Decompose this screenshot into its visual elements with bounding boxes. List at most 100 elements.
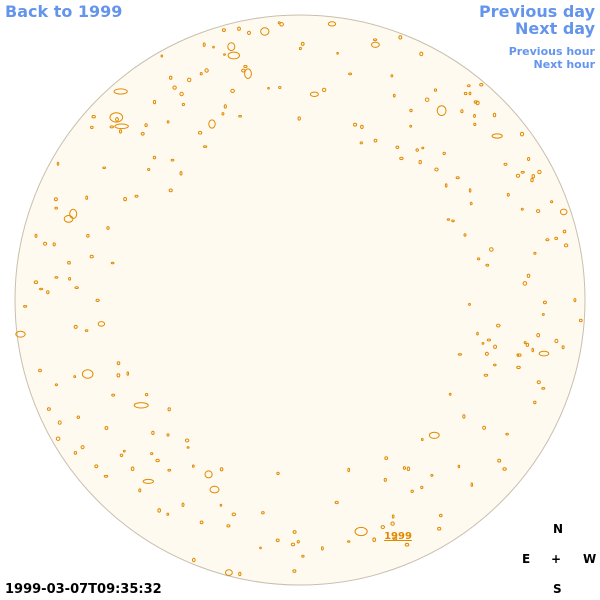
- contour: [468, 302, 471, 306]
- contour: [199, 520, 204, 525]
- compass-south: S: [553, 582, 562, 596]
- contour: [486, 338, 491, 342]
- contour: [497, 458, 502, 463]
- contour: [84, 329, 89, 332]
- contour: [52, 242, 56, 247]
- contour: [106, 226, 110, 230]
- contour: [484, 351, 489, 356]
- contour: [134, 194, 139, 198]
- next-hour-link[interactable]: Next hour: [533, 58, 596, 71]
- contour: [479, 83, 484, 87]
- contour: [424, 97, 430, 102]
- contour: [166, 120, 170, 124]
- contour: [56, 161, 60, 166]
- contour: [578, 318, 583, 323]
- contour: [33, 280, 39, 285]
- contour: [473, 122, 477, 127]
- contour: [116, 361, 121, 366]
- contour: [94, 464, 99, 469]
- contour: [204, 68, 209, 73]
- compass-north: N: [553, 522, 564, 536]
- contour: [69, 208, 78, 219]
- contour: [199, 72, 203, 76]
- contour: [446, 218, 451, 221]
- contour: [520, 170, 525, 174]
- contour: [279, 22, 284, 27]
- contour: [505, 432, 509, 436]
- contour: [506, 192, 510, 197]
- contour: [54, 206, 59, 210]
- contour: [237, 26, 241, 31]
- magnetic-contours: [15, 21, 583, 577]
- contour: [219, 503, 223, 507]
- contour: [536, 333, 541, 338]
- contour: [360, 124, 364, 130]
- contour: [460, 109, 464, 114]
- contour: [181, 502, 185, 507]
- contour: [410, 489, 414, 493]
- contour: [169, 75, 173, 80]
- contour: [515, 173, 521, 178]
- contour: [537, 169, 542, 175]
- contour: [536, 380, 541, 385]
- contour: [212, 45, 215, 49]
- compass-west: W: [583, 552, 597, 566]
- contour: [516, 353, 520, 357]
- contour: [573, 298, 577, 303]
- contour: [123, 197, 127, 202]
- contour: [554, 338, 559, 344]
- contour: [451, 219, 455, 223]
- contour: [167, 407, 171, 412]
- contour: [321, 546, 324, 551]
- contour: [409, 108, 413, 113]
- contour: [38, 368, 42, 373]
- region-label[interactable]: 1999: [384, 531, 412, 542]
- contour: [259, 546, 262, 550]
- contour: [353, 122, 358, 127]
- contour: [536, 209, 541, 214]
- contour: [559, 208, 568, 216]
- contour: [119, 453, 124, 457]
- contour: [90, 125, 94, 130]
- contour: [297, 116, 301, 121]
- contour: [53, 197, 58, 202]
- contour: [493, 344, 498, 349]
- contour: [223, 53, 226, 56]
- contour: [97, 321, 106, 327]
- contour: [130, 466, 135, 472]
- contour: [126, 371, 130, 376]
- contour: [348, 72, 353, 76]
- contour: [516, 365, 521, 370]
- contour: [113, 88, 128, 95]
- contour: [292, 569, 297, 573]
- timestamp: 1999-03-07T09:35:32: [5, 582, 162, 597]
- back-link[interactable]: Back to 1999: [5, 2, 123, 21]
- contour: [420, 485, 424, 490]
- contour: [89, 254, 94, 259]
- previous-hour-link[interactable]: Previous hour: [508, 45, 595, 58]
- contour: [493, 363, 497, 367]
- contour: [74, 286, 79, 290]
- contour: [160, 54, 164, 58]
- next-day-link[interactable]: Next day: [515, 19, 595, 38]
- contour: [520, 207, 524, 211]
- contour: [152, 155, 157, 160]
- contour: [172, 85, 177, 90]
- contour: [260, 27, 270, 36]
- contour: [563, 243, 569, 248]
- contour: [151, 430, 155, 435]
- contour: [444, 183, 448, 188]
- contour: [392, 537, 398, 541]
- contour: [34, 233, 38, 238]
- contour: [247, 30, 251, 36]
- contour: [73, 375, 77, 379]
- contour: [238, 571, 242, 577]
- contour: [111, 393, 116, 397]
- contour: [68, 277, 72, 281]
- contour: [392, 93, 396, 98]
- contour: [157, 508, 161, 513]
- previous-day-link[interactable]: Previous day: [478, 2, 595, 21]
- contour: [187, 77, 192, 83]
- contour: [562, 229, 567, 234]
- contour: [347, 467, 351, 473]
